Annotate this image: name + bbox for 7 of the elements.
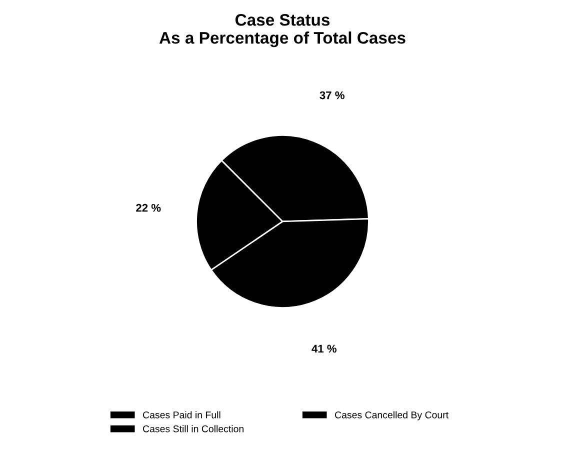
data-label: 22 % [136, 204, 161, 212]
legend-label: Cases Paid in Full [143, 411, 220, 418]
data-label: 37 % [320, 91, 344, 100]
legend-label: Cases Still in Collection [143, 425, 244, 432]
data-label: 41 % [312, 344, 337, 353]
legend-label: Cases Cancelled By Court [335, 411, 448, 420]
chart-title: Case Status As a Percentage of Total Cases [159, 14, 406, 48]
